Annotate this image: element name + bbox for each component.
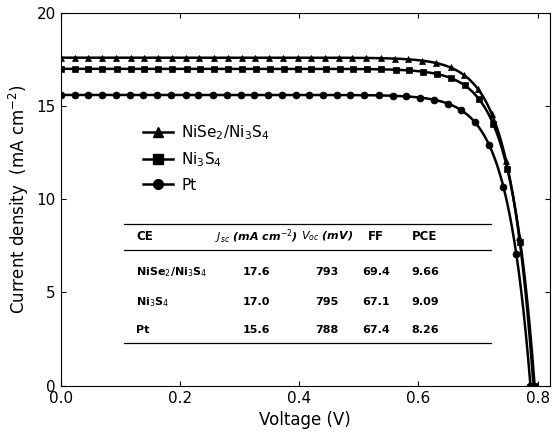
Text: $J_{sc}$ (mA cm$^{-2}$): $J_{sc}$ (mA cm$^{-2}$)	[215, 227, 297, 246]
Text: 793: 793	[315, 267, 339, 277]
Text: 15.6: 15.6	[243, 326, 270, 335]
Text: 9.66: 9.66	[411, 267, 439, 277]
Text: NiSe$_2$/Ni$_3$S$_4$: NiSe$_2$/Ni$_3$S$_4$	[137, 265, 208, 279]
Text: 67.4: 67.4	[362, 326, 390, 335]
Text: $V_{oc}$ (mV): $V_{oc}$ (mV)	[301, 230, 353, 243]
Text: 17.0: 17.0	[243, 297, 270, 307]
Text: CE: CE	[137, 230, 153, 243]
Text: FF: FF	[368, 230, 384, 243]
Text: 9.09: 9.09	[411, 297, 439, 307]
Text: 795: 795	[315, 297, 339, 307]
Text: 17.6: 17.6	[242, 267, 270, 277]
X-axis label: Voltage (V): Voltage (V)	[259, 411, 351, 429]
Text: 69.4: 69.4	[362, 267, 390, 277]
Legend: NiSe$_2$/Ni$_3$S$_4$, Ni$_3$S$_4$, Pt: NiSe$_2$/Ni$_3$S$_4$, Ni$_3$S$_4$, Pt	[137, 117, 276, 199]
Text: 788: 788	[315, 326, 339, 335]
Text: 8.26: 8.26	[411, 326, 439, 335]
Text: Pt: Pt	[137, 326, 150, 335]
Y-axis label: Current density  (mA cm$^{-2}$): Current density (mA cm$^{-2}$)	[7, 85, 31, 314]
Text: 67.1: 67.1	[362, 297, 390, 307]
Text: Ni$_3$S$_4$: Ni$_3$S$_4$	[137, 295, 170, 309]
Text: PCE: PCE	[412, 230, 437, 243]
